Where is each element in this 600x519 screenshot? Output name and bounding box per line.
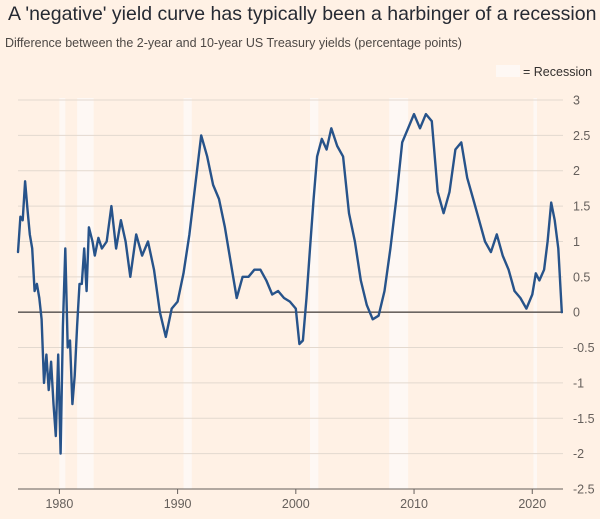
y-tick-label: -1 (573, 376, 584, 390)
y-tick-label: 3 (573, 94, 580, 108)
gridlines (18, 99, 563, 490)
series-line-1 (16, 112, 563, 455)
recession-band-4 (310, 98, 319, 489)
chart-subtitle: Difference between the 2-year and 10-yea… (5, 36, 462, 50)
series-group (16, 112, 563, 455)
recession-band-6 (533, 98, 537, 489)
y-tick-label: -2 (573, 447, 584, 461)
axes: 3 2.5 2 1.5 1 0.5 0 -0.5 -1 -1.5 -2 -2.5 1980 1990 200… (18, 94, 595, 511)
y-tick-label: 2.5 (573, 129, 590, 143)
y-tick-label: 0.5 (573, 270, 590, 284)
legend: = Recession (496, 65, 592, 79)
chart-title: A 'negative' yield curve has typically b… (8, 3, 597, 25)
recession-band-3 (183, 98, 192, 489)
recession-band-1 (59, 98, 66, 489)
y-tick-label: -2.5 (573, 483, 595, 497)
x-tick-label: 1990 (164, 497, 192, 511)
recession-band-5 (389, 98, 409, 489)
y-tick-label: -1.5 (573, 412, 595, 426)
x-tick-label: 2010 (400, 497, 428, 511)
x-tick-label: 1980 (45, 497, 73, 511)
x-tick-label: 2020 (518, 497, 546, 511)
y-tick-label: -0.5 (573, 341, 595, 355)
recession-band-2 (77, 98, 94, 489)
x-tick-label: 2000 (282, 497, 310, 511)
y-tick-label: 2 (573, 164, 580, 178)
legend-recession-label: = Recession (523, 65, 592, 79)
recession-bands (59, 98, 537, 489)
y-tick-label: 0 (573, 306, 580, 320)
legend-recession-swatch (496, 65, 520, 77)
y-tick-label: 1.5 (573, 200, 590, 214)
y-tick-label: 1 (573, 235, 580, 249)
